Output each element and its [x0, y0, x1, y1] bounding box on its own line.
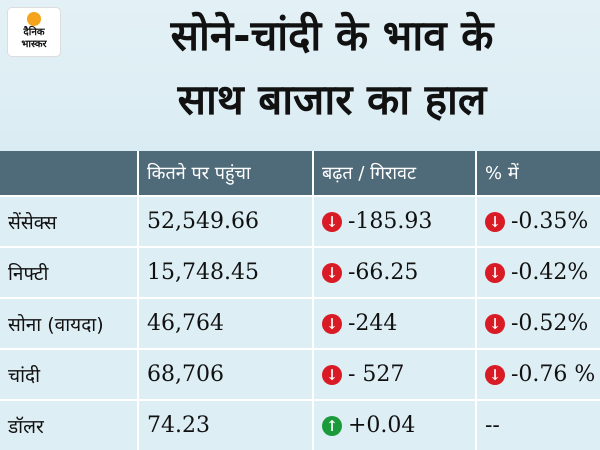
table-row: निफ्टी 15,748.45 ↓ -66.25 ↓ -0.42% — [0, 246, 600, 298]
row-change: ↑ +0.04 — [313, 399, 477, 450]
arrow-down-circle-icon: ↓ — [322, 313, 342, 334]
row-value: 74.23 — [138, 399, 314, 450]
row-percent: -- — [476, 399, 600, 450]
row-change-text: +0.04 — [348, 413, 416, 438]
table-row: चांदी 68,706 ↓ - 527 ↓ -0.76 % — [0, 348, 600, 400]
row-change-text: -66.25 — [348, 260, 419, 285]
table-row: डॉलर 74.23 ↑ +0.04 -- — [0, 399, 600, 450]
row-percent: ↓ -0.42% — [476, 246, 600, 298]
row-value: 15,748.45 — [138, 246, 314, 298]
sun-icon — [27, 12, 41, 26]
logo-text-line2: भास्कर — [21, 39, 47, 50]
arrow-down-circle-icon: ↓ — [485, 313, 505, 334]
arrow-down-circle-icon: ↓ — [322, 364, 342, 385]
row-name: चांदी — [0, 348, 139, 400]
arrow-down-circle-icon: ↓ — [322, 262, 342, 283]
logo-text-line1: दैनिक — [23, 27, 45, 38]
row-name: निफ्टी — [0, 246, 139, 298]
row-change: ↓ -185.93 — [313, 195, 477, 247]
row-percent-text: -0.52% — [511, 311, 589, 336]
market-rates-table: कितने पर पहुंचा बढ़त / गिरावट % में सेंस… — [0, 151, 600, 450]
row-percent: ↓ -0.52% — [476, 297, 600, 349]
row-value: 46,764 — [138, 297, 314, 349]
row-percent: ↓ -0.35% — [476, 195, 600, 247]
header-value: कितने पर पहुंचा — [138, 151, 314, 196]
row-percent-text: -- — [485, 413, 500, 438]
arrow-down-circle-icon: ↓ — [485, 211, 505, 232]
table-row: सोना (वायदा) 46,764 ↓ -244 ↓ -0.52% — [0, 297, 600, 349]
row-change: ↓ -244 — [313, 297, 477, 349]
arrow-down-circle-icon: ↓ — [485, 364, 505, 385]
arrow-down-circle-icon: ↓ — [485, 262, 505, 283]
row-name: डॉलर — [0, 399, 139, 450]
row-value: 52,549.66 — [138, 195, 314, 247]
headline-line1: सोने-चांदी के भाव के — [170, 11, 494, 60]
arrow-up-circle-icon: ↑ — [322, 415, 342, 436]
row-change-text: -244 — [348, 311, 398, 336]
row-percent-text: -0.35% — [511, 209, 589, 234]
headline-line2: साथ बाजार का हाल — [177, 75, 487, 124]
row-percent-text: -0.76 % — [511, 362, 596, 387]
row-change: ↓ -66.25 — [313, 246, 477, 298]
table-row: सेंसेक्स 52,549.66 ↓ -185.93 ↓ -0.35% — [0, 195, 600, 247]
header-percent: % में — [476, 151, 600, 196]
header-name — [0, 151, 139, 196]
row-name: सेंसेक्स — [0, 195, 139, 247]
header-change: बढ़त / गिरावट — [313, 151, 477, 196]
row-change-text: -185.93 — [348, 209, 433, 234]
table-header-row: कितने पर पहुंचा बढ़त / गिरावट % में — [0, 151, 600, 196]
headline: सोने-चांदी के भाव के साथ बाजार का हाल — [70, 4, 594, 132]
row-value: 68,706 — [138, 348, 314, 400]
row-change-text: - 527 — [348, 362, 405, 387]
row-change: ↓ - 527 — [313, 348, 477, 400]
row-name: सोना (वायदा) — [0, 297, 139, 349]
arrow-down-circle-icon: ↓ — [322, 211, 342, 232]
dainik-bhaskar-logo: दैनिक भास्कर — [8, 8, 60, 56]
row-percent-text: -0.42% — [511, 260, 589, 285]
row-percent: ↓ -0.76 % — [476, 348, 600, 400]
